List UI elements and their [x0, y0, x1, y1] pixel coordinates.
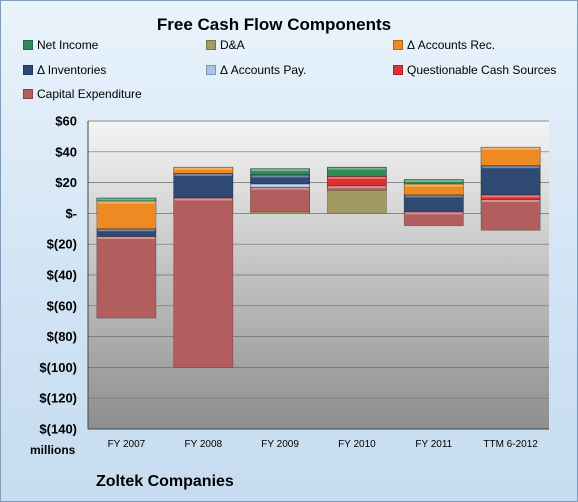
bar-segment-highlight [251, 184, 309, 187]
bar-segment-questionable-cash-sources [326, 176, 387, 186]
chart-title: Free Cash Flow Components [156, 15, 392, 34]
bar-segment-highlight [482, 147, 540, 150]
bar-segment-delta-inventories [173, 173, 234, 199]
y-tick-label: $(20) [47, 237, 77, 252]
y-tick-label: $60 [55, 114, 77, 129]
y-tick-label: $(40) [47, 268, 77, 283]
bar-segment-highlight [482, 200, 540, 202]
bar-segment-highlight [251, 175, 309, 178]
bar-segment-highlight [328, 167, 386, 170]
bar-segment-highlight [174, 198, 232, 201]
bar-segment-capital-expenditure [96, 236, 157, 319]
bar-segment-delta-inventories [480, 165, 541, 196]
legend-item-capital-expenditure: Capital Expenditure [23, 87, 142, 101]
bar-segment-highlight [97, 229, 155, 232]
bar-segment-highlight [174, 173, 232, 176]
bar-segment-highlight [251, 187, 309, 190]
bar-segment-capital-expenditure [173, 197, 234, 368]
legend-swatch [206, 65, 216, 75]
y-tick-label: $- [65, 206, 77, 221]
legend-swatch [393, 65, 403, 75]
bar-segment-highlight [328, 176, 386, 179]
bar-segment-highlight [97, 201, 155, 204]
units-label: millions [30, 443, 76, 457]
legend-item-net-income: Net Income [23, 38, 98, 52]
bar-segment-highlight [97, 237, 155, 239]
legend-item-delta-accounts-rec: Δ Accounts Rec. [393, 38, 495, 52]
legend-item-questionable-cash-sources: Questionable Cash Sources [393, 63, 556, 77]
y-tick-label: $20 [55, 175, 77, 190]
legend-label: Δ Accounts Pay. [220, 63, 307, 77]
y-tick-label: $(60) [47, 298, 77, 313]
legend-label: Capital Expenditure [37, 87, 142, 101]
bar-segment-capital-expenditure [326, 185, 387, 191]
x-tick-label: TTM 6-2012 [483, 439, 538, 450]
company-label: Zoltek Companies [96, 473, 234, 490]
bar-segment-delta-accounts-rec [480, 146, 541, 166]
y-tick-label: $40 [55, 144, 77, 159]
bar-segment-highlight [251, 169, 309, 172]
legend-label: Δ Accounts Rec. [407, 38, 496, 52]
bar-segment-highlight [97, 198, 155, 201]
x-tick-label: FY 2011 [415, 439, 452, 450]
bar-segment-delta-accounts-rec [96, 200, 157, 230]
bar-segment-highlight [174, 167, 232, 170]
x-tick-label: FY 2009 [261, 439, 299, 450]
y-tick-label: $(100) [39, 360, 77, 375]
bar-segment-highlight [405, 180, 463, 182]
legend-swatch [23, 89, 33, 99]
bar-segment-capital-expenditure [480, 199, 541, 231]
x-tick-label: FY 2007 [108, 439, 146, 450]
bar-segment-highlight [482, 195, 540, 198]
bar-segment-delta-inventories [403, 194, 464, 213]
legend-label: Net Income [37, 38, 99, 52]
legend-item-delta-inventories: Δ Inventories [23, 63, 106, 77]
bar-segment-highlight [328, 186, 386, 189]
y-tick-label: $(140) [39, 422, 77, 437]
legend-label: Questionable Cash Sources [407, 63, 557, 77]
y-tick-label: $(120) [39, 391, 77, 406]
x-tick-label: FY 2010 [338, 439, 376, 450]
y-tick-label: $(80) [47, 329, 77, 344]
legend-label: Δ Inventories [37, 63, 107, 77]
legend-swatch [23, 65, 33, 75]
bar-segment-delta-inventories [250, 174, 311, 185]
legend-swatch [23, 40, 33, 50]
legend-item-delta-accounts-pay: Δ Accounts Pay. [206, 63, 307, 77]
bar-segment-highlight [405, 184, 463, 187]
legend-item-danda: D&A [206, 38, 245, 52]
legend-swatch [393, 40, 403, 50]
bar-segment-danda [326, 186, 387, 214]
bar-segment-highlight [482, 166, 540, 169]
legend-label: D&A [220, 38, 245, 52]
bar-segment-highlight [405, 212, 463, 215]
x-tick-label: FY 2008 [184, 439, 222, 450]
bar-segment-capital-expenditure [250, 186, 311, 213]
legend-swatch [206, 40, 216, 50]
bar-segment-capital-expenditure [403, 211, 464, 227]
bar-segment-highlight [405, 195, 463, 198]
